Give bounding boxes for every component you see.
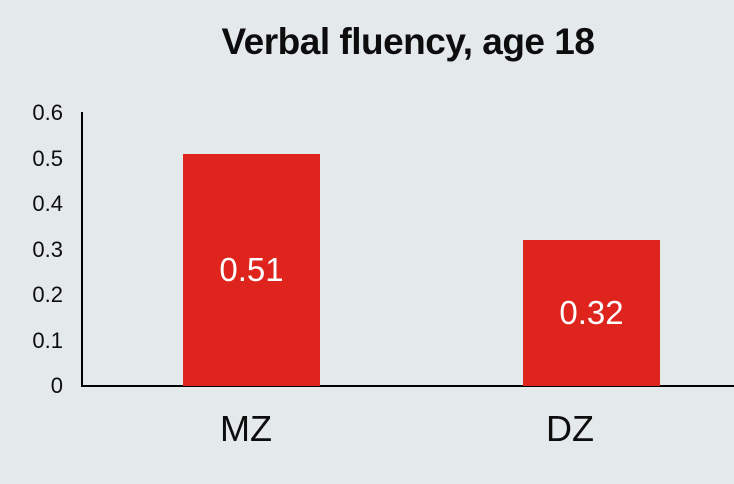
bar-mz: 0.51	[183, 154, 320, 386]
y-tick-label: 0	[50, 373, 63, 398]
chart-title: Verbal fluency, age 18	[221, 21, 595, 62]
bar-value-label-dz: 0.32	[559, 294, 624, 331]
y-tick-label: 0.5	[32, 146, 63, 171]
x-category-label-mz: MZ	[220, 408, 272, 449]
y-tick-label: 0.4	[32, 191, 63, 216]
x-category-label-dz: DZ	[546, 408, 594, 449]
y-tick-label: 0.2	[32, 282, 63, 307]
y-tick-label: 0.6	[32, 100, 63, 125]
bar-dz: 0.32	[523, 240, 660, 386]
y-tick-label: 0.3	[32, 237, 63, 262]
bar-value-label-mz: 0.51	[219, 251, 284, 288]
y-axis-line	[81, 112, 83, 386]
y-tick-label: 0.1	[32, 328, 63, 353]
y-axis-tick-labels: 0.6 0.5 0.4 0.3 0.2 0.1 0	[0, 0, 63, 484]
x-axis-line	[81, 385, 734, 387]
